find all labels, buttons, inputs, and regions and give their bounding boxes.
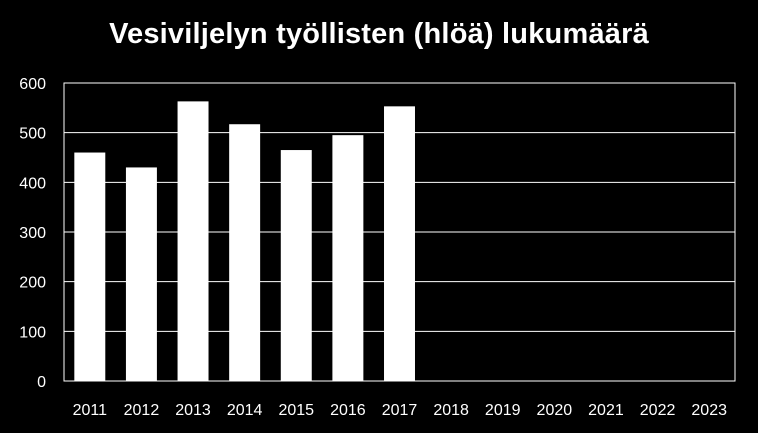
y-tick-label: 500 (19, 126, 46, 143)
bar-2014 (229, 124, 261, 382)
x-tick-label: 2021 (588, 402, 624, 419)
x-tick-label: 2023 (691, 402, 727, 419)
chart-title: Vesiviljelyn työllisten (hlöä) lukumäärä (109, 18, 649, 50)
y-tick-label: 100 (19, 324, 46, 341)
x-tick-label: 2020 (537, 402, 573, 419)
y-tick-label: 300 (19, 225, 46, 242)
x-tick-label: 2015 (278, 402, 314, 419)
bar-2017 (384, 106, 415, 382)
y-tick-label: 200 (19, 275, 46, 292)
y-axis-tick-labels: 0 100 200 300 400 500 600 (19, 76, 46, 391)
bars (74, 101, 415, 382)
x-axis-tick-labels: 2011 2012 2013 2014 2015 2016 2017 2018 2019 2020… (73, 402, 727, 419)
x-tick-label: 2018 (433, 402, 469, 419)
bar-2013 (177, 101, 209, 382)
x-tick-label: 2022 (640, 402, 676, 419)
y-tick-label: 400 (19, 175, 46, 192)
y-tick-label: 0 (37, 374, 46, 391)
x-tick-label: 2011 (73, 402, 108, 419)
bar-2016 (332, 135, 364, 381)
x-tick-label: 2014 (227, 402, 263, 419)
bar-2012 (125, 167, 157, 381)
bar-2015 (280, 150, 312, 381)
bar-2011 (74, 152, 106, 381)
x-tick-label: 2017 (382, 402, 418, 419)
y-tick-label: 600 (19, 76, 46, 93)
x-tick-label: 2019 (485, 402, 521, 419)
x-tick-label: 2012 (124, 402, 160, 419)
x-tick-label: 2016 (330, 402, 366, 419)
x-tick-label: 2013 (175, 402, 211, 419)
